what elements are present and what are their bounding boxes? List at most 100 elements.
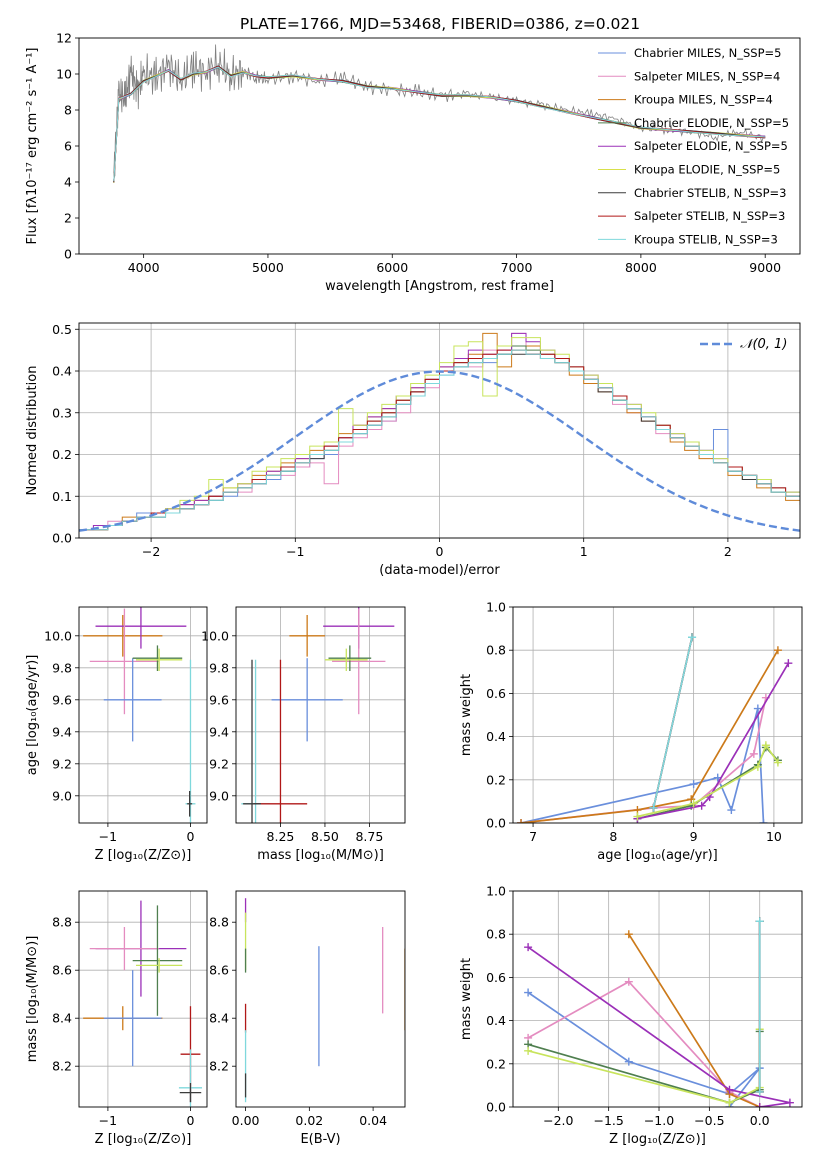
panel-residuals: −2 −1 0 1 2 0.0 0.1 0.2 0.3 0.4 0.5 (data-model)/er… <box>25 322 801 578</box>
panel-age-vs-mass: 8.25 8.50 8.75 9.0 9.2 9.4 9.6 9.8 10.0 mass [log… <box>201 606 406 863</box>
y-tick-label: 8.4 <box>52 1011 72 1026</box>
series-marker <box>524 1046 533 1055</box>
y-axis-label: mass weight <box>459 674 474 756</box>
x-axis-label: wavelength [Angstrom, rest frame] <box>325 279 554 294</box>
axes-frame <box>78 890 208 1108</box>
y-axis-label: mass weight <box>459 958 474 1040</box>
y-tick-label: 8.2 <box>52 1059 72 1074</box>
y-tick-label: 0.3 <box>52 405 72 420</box>
plot-area <box>517 633 793 823</box>
y-tick-label: 8.6 <box>52 963 72 978</box>
x-tick-label: 4000 <box>128 260 160 275</box>
series-marker <box>753 704 762 713</box>
y-tick-label: 1.0 <box>486 884 506 899</box>
x-tick-label: 1 <box>580 544 588 559</box>
model-spectrum-line <box>113 65 766 182</box>
y-axis-label: mass [log₁₀(M/M⊙)] <box>25 936 40 1063</box>
series-marker <box>773 758 782 767</box>
observed-spectrum-line <box>113 44 764 177</box>
x-tick-label: 10 <box>766 829 782 844</box>
y-tick-label: 8 <box>64 103 72 118</box>
y-tick-label: 9.6 <box>209 692 229 707</box>
legend-label: Chabrier STELIB, N_SSP=3 <box>634 186 786 200</box>
y-tick-label: 0.6 <box>486 970 506 985</box>
plot-area <box>524 917 794 1107</box>
series-marker <box>517 819 526 823</box>
figure-title: PLATE=1766, MJD=53468, FIBERID=0386, z=0… <box>240 15 640 33</box>
series-marker <box>688 633 697 642</box>
x-tick-label: −1.0 <box>644 1113 674 1128</box>
y-tick-label: 9.8 <box>52 660 72 675</box>
series-marker <box>773 646 782 655</box>
legend-label: Salpeter MILES, N_SSP=4 <box>634 69 780 83</box>
x-axis-label: mass [log₁₀(M/M⊙)] <box>257 848 384 863</box>
series-marker <box>784 659 793 668</box>
histogram-step <box>79 349 800 531</box>
x-axis-label: Z [log₁₀(Z/Z⊙)] <box>95 848 192 863</box>
series-marker <box>755 1103 764 1107</box>
panel-mass-vs-Z: −1 0 8.2 8.4 8.6 8.8 Z [log₁₀(Z/Z⊙)] mass [log₁… <box>25 890 208 1147</box>
y-tick-label: 9.0 <box>52 788 72 803</box>
x-tick-label: 2 <box>724 544 732 559</box>
plot-area <box>241 607 395 823</box>
y-tick-label: 0.8 <box>486 643 506 658</box>
histogram-step <box>79 349 800 531</box>
series-line <box>527 946 791 1107</box>
y-tick-label: 9.4 <box>52 724 72 739</box>
x-axis-label: E(B-V) <box>300 1132 340 1147</box>
x-tick-label: 0 <box>187 829 195 844</box>
panel-spectrum: 4000 5000 6000 7000 8000 9000 0 2 4 6 8 10 12 wavelen… <box>25 31 801 294</box>
y-tick-label: 10 <box>56 67 72 82</box>
y-tick-label: 10.0 <box>44 628 72 643</box>
x-tick-label: 5000 <box>252 260 284 275</box>
y-tick-label: 0.5 <box>52 322 72 337</box>
axes-frame <box>78 606 208 824</box>
y-tick-label: 0.4 <box>52 364 72 379</box>
series-marker <box>624 930 633 939</box>
series-marker <box>749 749 758 758</box>
y-tick-label: 8.6 <box>209 963 229 978</box>
series-marker <box>727 806 736 815</box>
x-tick-label: 0.00 <box>232 1113 260 1128</box>
series-line <box>637 662 790 820</box>
legend-label: Kroupa STELIB, N_SSP=3 <box>634 232 778 246</box>
y-axis-label: Flux [fλ10⁻¹⁷ erg cm⁻² s⁻¹ A⁻¹] <box>25 48 40 245</box>
y-tick-label: 0.1 <box>52 489 72 504</box>
x-tick-label: 8.50 <box>311 829 339 844</box>
x-tick-label: 0.02 <box>295 1113 323 1128</box>
series-marker <box>689 799 698 808</box>
y-tick-label: 2 <box>64 211 72 226</box>
x-tick-label: 8.75 <box>355 829 383 844</box>
y-tick-label: 8.4 <box>209 1011 229 1026</box>
histogram-step <box>79 349 800 531</box>
y-tick-label: 10.0 <box>201 628 229 643</box>
legend-label: Kroupa MILES, N_SSP=4 <box>634 93 773 107</box>
y-tick-label: 0.4 <box>486 1013 506 1028</box>
histogram-step <box>79 353 800 531</box>
legend-label: Chabrier ELODIE, N_SSP=5 <box>634 116 789 130</box>
legend-label: Salpeter STELIB, N_SSP=3 <box>634 209 785 223</box>
x-tick-label: 8000 <box>625 260 657 275</box>
histogram-step <box>79 345 800 531</box>
series-marker <box>697 801 706 810</box>
x-tick-label: −1 <box>286 544 304 559</box>
panel-massweight-vs-age: 7 8 9 10 0.0 0.2 0.4 0.6 0.8 1.0 age [log₁₀(age/yr… <box>459 600 803 863</box>
series-marker <box>785 1098 794 1107</box>
legend-label: Salpeter ELODIE, N_SSP=5 <box>634 139 788 153</box>
plot-area <box>83 900 203 1107</box>
y-tick-label: 8.8 <box>209 915 229 930</box>
y-axis-label: Normed distribution <box>25 366 40 496</box>
y-tick-label: 9.8 <box>209 660 229 675</box>
panel-massweight-vs-Z: −2.0 −1.5 −1.0 −0.5 0.0 0.0 0.2 0.4 0.6 0.8 1.0 Z [… <box>459 884 803 1147</box>
y-tick-label: 12 <box>56 31 72 46</box>
plot-area <box>244 898 405 1103</box>
axes-frame <box>235 606 406 824</box>
series-marker <box>759 819 768 823</box>
series-line <box>652 637 693 809</box>
x-tick-label: 0 <box>187 1113 195 1128</box>
x-axis-label: Z [log₁₀(Z/Z⊙)] <box>609 1132 706 1147</box>
y-tick-label: 0.2 <box>486 1056 506 1071</box>
x-tick-label: 8.25 <box>267 829 295 844</box>
y-tick-label: 9.4 <box>209 724 229 739</box>
